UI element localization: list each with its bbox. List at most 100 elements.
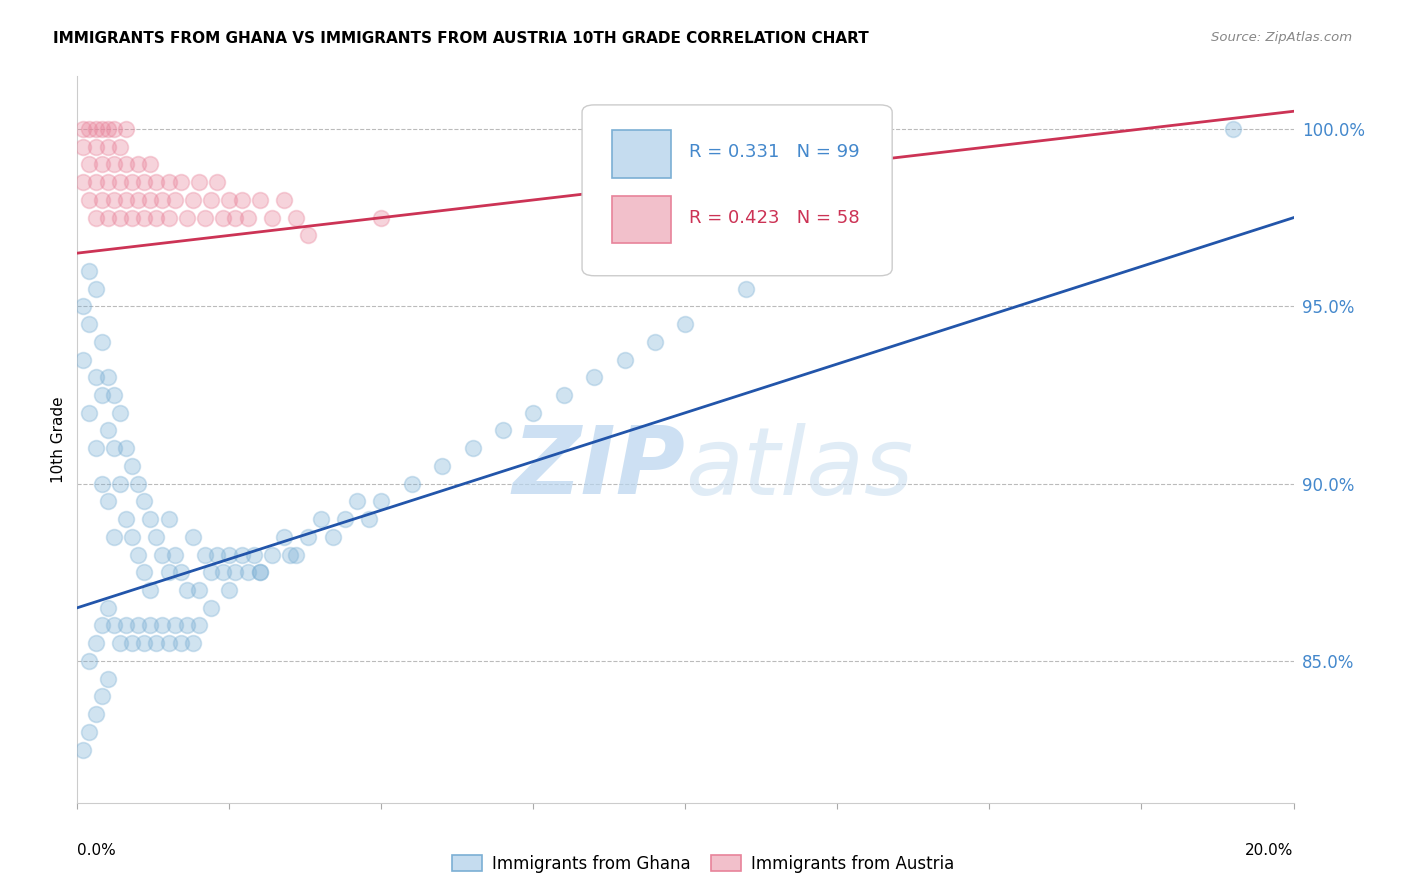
Point <box>675 317 697 331</box>
Point <box>90 157 112 171</box>
Point <box>90 388 112 402</box>
Point <box>249 193 271 207</box>
Point <box>84 707 107 722</box>
Point <box>103 388 125 402</box>
Point <box>200 566 222 580</box>
Point <box>152 193 174 207</box>
Point <box>121 175 143 189</box>
Point <box>90 618 112 632</box>
Point <box>176 211 198 225</box>
Point <box>79 406 101 420</box>
Point <box>108 406 131 420</box>
Point <box>115 512 138 526</box>
Point <box>170 175 193 189</box>
Point <box>181 193 204 207</box>
Text: Source: ZipAtlas.com: Source: ZipAtlas.com <box>1212 31 1353 45</box>
Point <box>231 548 253 562</box>
Point <box>84 140 107 154</box>
Point <box>735 282 758 296</box>
Point <box>97 122 120 136</box>
Point <box>79 264 101 278</box>
Point <box>181 530 204 544</box>
Point <box>278 548 301 562</box>
Point <box>145 175 167 189</box>
Point <box>103 441 125 455</box>
Point <box>170 636 193 650</box>
Point <box>249 566 271 580</box>
Point <box>188 582 211 597</box>
Point <box>134 494 156 508</box>
Point <box>121 530 143 544</box>
Point <box>163 548 186 562</box>
Point <box>218 582 240 597</box>
Point <box>145 211 167 225</box>
Point <box>139 618 162 632</box>
Point <box>103 193 125 207</box>
Point <box>79 122 101 136</box>
Point <box>97 211 120 225</box>
Point <box>236 566 259 580</box>
Point <box>613 352 636 367</box>
Point <box>430 458 453 473</box>
Point <box>224 211 246 225</box>
Point <box>170 566 193 580</box>
Point <box>127 157 149 171</box>
Point <box>90 690 112 704</box>
Point <box>97 424 120 438</box>
Point <box>108 211 131 225</box>
FancyBboxPatch shape <box>613 130 671 178</box>
Point <box>103 157 125 171</box>
Point <box>297 228 319 243</box>
Point <box>346 494 368 508</box>
Y-axis label: 10th Grade: 10th Grade <box>51 396 66 483</box>
Point <box>108 636 131 650</box>
Point <box>97 494 120 508</box>
Point <box>84 211 107 225</box>
Point <box>79 157 101 171</box>
Point <box>359 512 381 526</box>
Point <box>139 193 162 207</box>
Point <box>205 548 228 562</box>
Point <box>84 175 107 189</box>
Text: IMMIGRANTS FROM GHANA VS IMMIGRANTS FROM AUSTRIA 10TH GRADE CORRELATION CHART: IMMIGRANTS FROM GHANA VS IMMIGRANTS FROM… <box>53 31 869 46</box>
Point <box>163 618 186 632</box>
Point <box>103 122 125 136</box>
Point <box>72 122 94 136</box>
Point <box>218 548 240 562</box>
Text: R = 0.331   N = 99: R = 0.331 N = 99 <box>689 143 859 161</box>
Point <box>115 157 138 171</box>
Point <box>260 548 283 562</box>
Point <box>72 175 94 189</box>
Point <box>134 636 156 650</box>
Point <box>127 476 149 491</box>
Point <box>224 566 246 580</box>
Point <box>72 140 94 154</box>
Point <box>115 193 138 207</box>
Point <box>194 548 217 562</box>
Point <box>242 548 264 562</box>
Point <box>309 512 332 526</box>
Point <box>401 476 423 491</box>
Point <box>84 122 107 136</box>
Point <box>370 494 392 508</box>
Point <box>157 175 180 189</box>
Point <box>176 582 198 597</box>
Point <box>90 334 112 349</box>
Point <box>121 636 143 650</box>
Point <box>115 441 138 455</box>
Point <box>273 193 295 207</box>
Point <box>1222 122 1244 136</box>
Point <box>90 193 112 207</box>
Point <box>121 458 143 473</box>
Point <box>139 512 162 526</box>
Point <box>108 140 131 154</box>
Point <box>134 211 156 225</box>
Point <box>157 211 180 225</box>
Point <box>115 122 138 136</box>
Point <box>103 530 125 544</box>
Point <box>200 193 222 207</box>
Point <box>79 654 101 668</box>
Point <box>97 672 120 686</box>
Point <box>72 352 94 367</box>
Point <box>145 636 167 650</box>
